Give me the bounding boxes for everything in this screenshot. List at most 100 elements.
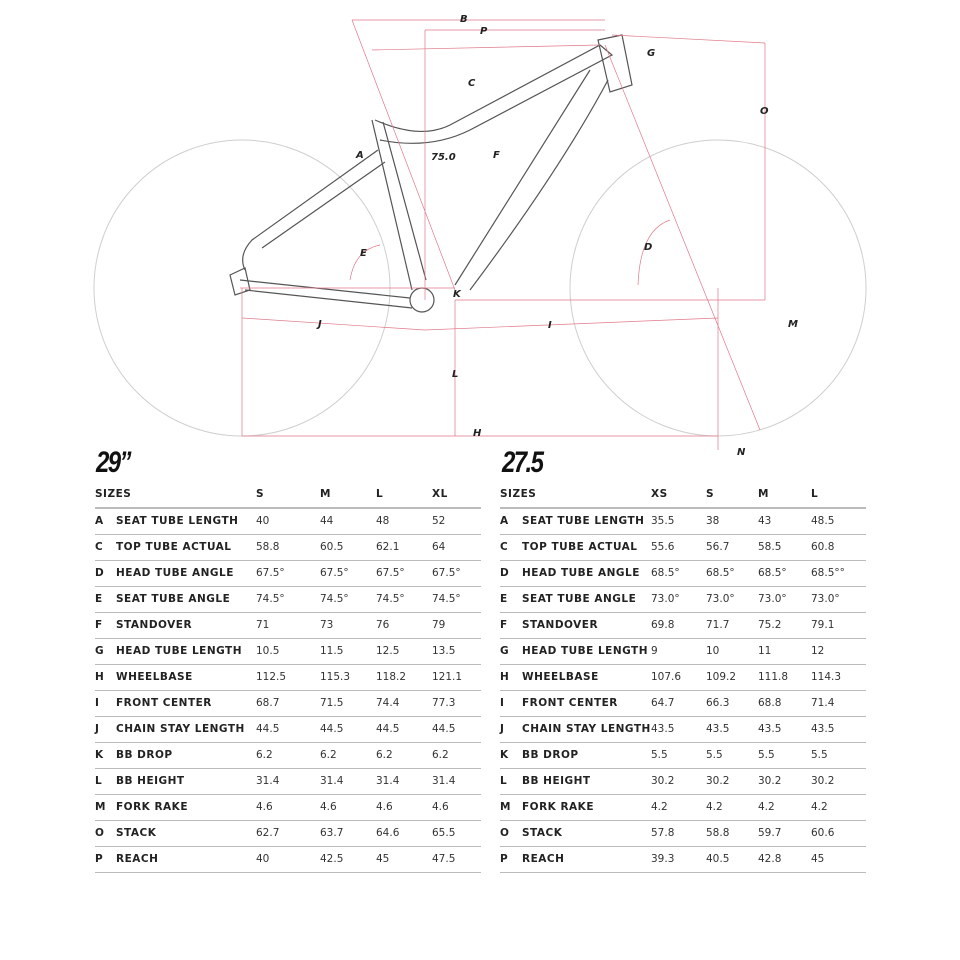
row-label: TOP TUBE ACTUAL xyxy=(522,541,638,553)
row-label: BB HEIGHT xyxy=(116,775,185,787)
label-p: P xyxy=(480,26,488,37)
row-value: 74.5° xyxy=(376,593,405,605)
row-letter: H xyxy=(95,671,105,683)
row-label: CHAIN STAY LENGTH xyxy=(116,723,245,735)
row-value: 58.8 xyxy=(256,541,280,553)
row-value: 115.3 xyxy=(320,671,351,683)
row-value: 6.2 xyxy=(376,749,393,761)
header-size: M xyxy=(320,488,331,500)
row-letter: M xyxy=(500,801,511,813)
label-m: M xyxy=(788,319,798,330)
label-a: A xyxy=(355,150,364,161)
header-sizes: SIZES xyxy=(95,488,132,500)
row-letter: D xyxy=(95,567,105,579)
row-label: SEAT TUBE ANGLE xyxy=(116,593,231,605)
row-value: 4.2 xyxy=(706,801,723,813)
row-value: 107.6 xyxy=(651,671,682,683)
row-value: 30.2 xyxy=(706,775,730,787)
row-letter: K xyxy=(500,749,509,761)
table-row: O STACK 57.8 58.8 59.7 60.6 xyxy=(500,821,866,847)
dimension-lines xyxy=(240,19,766,450)
row-value: 11.5 xyxy=(320,645,344,657)
row-value: 67.5° xyxy=(256,567,285,579)
row-value: 77.3 xyxy=(432,697,456,709)
table-title-27-5: 27.5 xyxy=(502,446,544,479)
row-label: SEAT TUBE ANGLE xyxy=(522,593,637,605)
row-value: 4.6 xyxy=(320,801,337,813)
label-n: N xyxy=(737,447,746,458)
row-value: 60.8 xyxy=(811,541,835,553)
row-value: 58.5 xyxy=(758,541,782,553)
row-label: FORK RAKE xyxy=(116,801,188,813)
label-j: J xyxy=(316,319,322,330)
table-header-row: SIZES XS S M L xyxy=(500,482,866,509)
row-value: 73.0° xyxy=(651,593,680,605)
row-letter: G xyxy=(95,645,105,657)
row-value: 71 xyxy=(256,619,270,631)
row-label: WHEELBASE xyxy=(116,671,193,683)
label-b: B xyxy=(460,14,468,25)
row-letter: M xyxy=(95,801,106,813)
row-value: 64 xyxy=(432,541,446,553)
row-value: 71.5 xyxy=(320,697,344,709)
row-value: 45 xyxy=(811,853,825,865)
row-value: 9 xyxy=(651,645,658,657)
geometry-table-27-5: SIZES XS S M L A SEAT TUBE LENGTH 35.5 38 43 48.5 C… xyxy=(500,482,866,873)
row-value: 42.8 xyxy=(758,853,782,865)
row-label: WHEELBASE xyxy=(522,671,599,683)
row-value: 4.6 xyxy=(376,801,393,813)
row-value: 74.5° xyxy=(320,593,349,605)
row-value: 12 xyxy=(811,645,825,657)
top-tube xyxy=(374,44,614,144)
row-value: 114.3 xyxy=(811,671,842,683)
row-value: 10 xyxy=(706,645,720,657)
row-value: 109.2 xyxy=(706,671,737,683)
table-title-29: 29” xyxy=(96,446,132,479)
row-value: 112.5 xyxy=(256,671,287,683)
chain-stay xyxy=(239,279,413,309)
row-value: 74.5° xyxy=(256,593,285,605)
table-row: J CHAIN STAY LENGTH 44.5 44.5 44.5 44.5 xyxy=(95,717,481,743)
row-value: 111.8 xyxy=(758,671,789,683)
table-row: I FRONT CENTER 64.7 66.3 68.8 71.4 xyxy=(500,691,866,717)
table-row: D HEAD TUBE ANGLE 67.5° 67.5° 67.5° 67.5° xyxy=(95,561,481,587)
row-value: 31.4 xyxy=(376,775,400,787)
row-value: 4.6 xyxy=(256,801,273,813)
table-row: I FRONT CENTER 68.7 71.5 74.4 77.3 xyxy=(95,691,481,717)
row-value: 56.7 xyxy=(706,541,730,553)
table-row: H WHEELBASE 112.5 115.3 118.2 121.1 xyxy=(95,665,481,691)
row-value: 30.2 xyxy=(651,775,675,787)
table-row: A SEAT TUBE LENGTH 35.5 38 43 48.5 xyxy=(500,509,866,535)
row-label: BB DROP xyxy=(522,749,579,761)
row-value: 64.6 xyxy=(376,827,400,839)
label-f: F xyxy=(493,150,500,161)
label-l: L xyxy=(452,369,458,380)
row-value: 30.2 xyxy=(758,775,782,787)
row-value: 74.4 xyxy=(376,697,400,709)
table-row: M FORK RAKE 4.6 4.6 4.6 4.6 xyxy=(95,795,481,821)
row-value: 79.1 xyxy=(811,619,835,631)
table-row: F STANDOVER 71 73 76 79 xyxy=(95,613,481,639)
seat-stay xyxy=(242,149,386,271)
label-o: O xyxy=(760,106,769,117)
row-value: 118.2 xyxy=(376,671,407,683)
label-e: E xyxy=(360,248,367,259)
row-value: 48.5 xyxy=(811,515,835,527)
row-value: 67.5° xyxy=(320,567,349,579)
row-value: 121.1 xyxy=(432,671,463,683)
dropout xyxy=(229,267,251,296)
row-value: 6.2 xyxy=(320,749,337,761)
row-value: 11 xyxy=(758,645,772,657)
row-value: 40 xyxy=(256,853,270,865)
table-row: G HEAD TUBE LENGTH 10.5 11.5 12.5 13.5 xyxy=(95,639,481,665)
row-value: 44 xyxy=(320,515,334,527)
row-value: 68.7 xyxy=(256,697,280,709)
row-letter: L xyxy=(500,775,508,787)
row-label: FRONT CENTER xyxy=(522,697,618,709)
table-row: A SEAT TUBE LENGTH 40 44 48 52 xyxy=(95,509,481,535)
row-value: 71.7 xyxy=(706,619,730,631)
table-row: O STACK 62.7 63.7 64.6 65.5 xyxy=(95,821,481,847)
row-value: 4.2 xyxy=(811,801,828,813)
row-value: 64.7 xyxy=(651,697,675,709)
row-value: 68.5° xyxy=(706,567,735,579)
